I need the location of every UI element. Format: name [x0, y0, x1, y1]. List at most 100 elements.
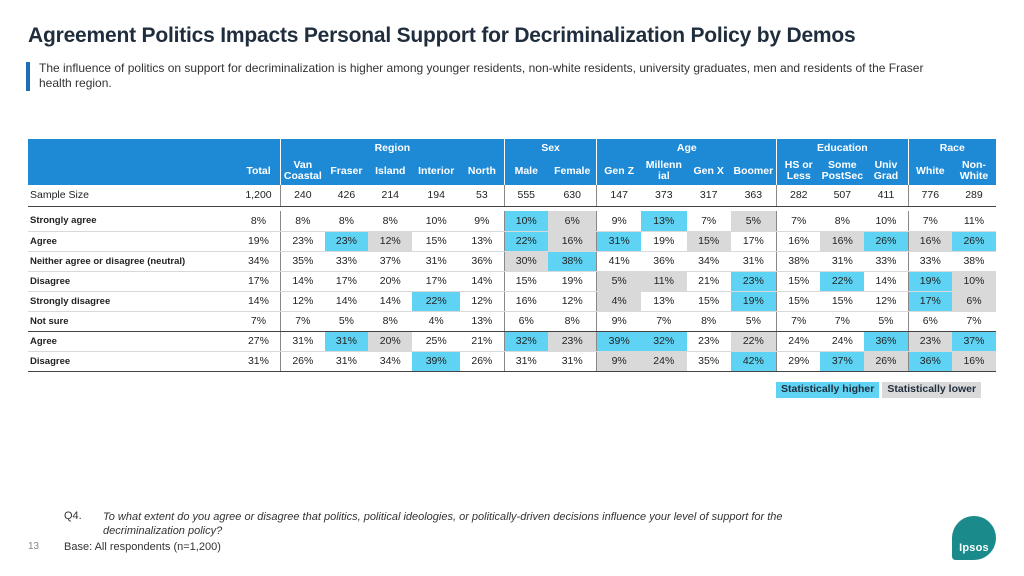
table-cell: 17%: [412, 271, 461, 292]
group-header-row: Region Sex Age Education Race: [28, 139, 996, 157]
table-cell: 32%: [503, 331, 548, 352]
table-cell: 426: [324, 185, 369, 207]
table-cell: 14%: [280, 271, 325, 292]
table-cell: 16%: [820, 231, 865, 252]
table-cell: 15%: [686, 291, 731, 312]
table-cell: 37%: [368, 251, 413, 272]
table-row: Not sure 7% 7% 5% 8% 4% 13% 6% 8% 9% 7% 8% 5% 7% 7% 5% 6…: [28, 311, 996, 332]
subtitle-accent-bar: [26, 62, 30, 91]
table-cell: 240: [280, 185, 325, 207]
table-cell: 19%: [907, 271, 952, 292]
logo-text: Ipsos: [959, 542, 989, 554]
significance-legend: Statistically higher Statistically lower: [776, 382, 982, 398]
table-cell: 17%: [730, 231, 777, 252]
col-van-coastal: Van Coastal: [280, 157, 325, 185]
col-millennial: Millenn ial: [640, 157, 687, 185]
table-row: Agree 19% 23% 23% 12% 15% 13% 22% 16% 31% 19% 15% 17…: [28, 231, 996, 252]
table-cell: 555: [503, 185, 548, 207]
table-cell: 4%: [596, 291, 641, 312]
table-cell: 17%: [907, 291, 952, 312]
table-cell: 7%: [820, 311, 865, 332]
row-label: Strongly disagree: [28, 291, 237, 312]
table-cell: 38%: [951, 251, 996, 272]
table-cell: 1,200: [236, 185, 281, 207]
table-cell: 630: [547, 185, 597, 207]
table-cell: 15%: [820, 291, 865, 312]
row-label: Agree: [28, 331, 237, 352]
table-cell: 26%: [864, 351, 909, 372]
table-cell: 36%: [640, 251, 687, 272]
header-spacer-total: [236, 139, 281, 157]
col-north: North: [460, 157, 505, 185]
table-cell: 9%: [596, 211, 641, 232]
table-cell: 31%: [324, 351, 369, 372]
table-cell: 13%: [640, 211, 687, 232]
row-label: Not sure: [28, 311, 237, 332]
table-cell: 11%: [640, 271, 687, 292]
col-interior: Interior: [412, 157, 461, 185]
table-cell: 147: [596, 185, 641, 207]
sample-size-row: Sample Size 1,200 240 426 214 194 53 555 630 147 3…: [28, 185, 996, 207]
table-cell: 21%: [460, 331, 505, 352]
table-cell: 6%: [547, 211, 597, 232]
table-cell: 10%: [951, 271, 996, 292]
table-cell: 4%: [412, 311, 461, 332]
ipsos-logo: Ipsos: [952, 516, 996, 560]
table-cell: 26%: [864, 231, 909, 252]
table-cell: 15%: [686, 231, 731, 252]
row-label: Disagree: [28, 351, 237, 372]
table-cell: 17%: [324, 271, 369, 292]
col-male: Male: [503, 157, 548, 185]
table-cell: 31%: [412, 251, 461, 272]
table-cell: 16%: [907, 231, 952, 252]
table-cell: 9%: [596, 311, 641, 332]
table-row: Disagree 31% 26% 31% 34% 39% 26% 31% 31% 9% 24% 35%…: [28, 351, 996, 372]
table-cell: 19%: [730, 291, 777, 312]
table-cell: 15%: [776, 271, 821, 292]
col-some-postsec: Some PostSec: [820, 157, 865, 185]
table-cell: 31%: [324, 331, 369, 352]
table-cell: 22%: [820, 271, 865, 292]
table-row: Agree 27% 31% 31% 20% 25% 21% 32% 23% 39% 32% 23% 22…: [28, 331, 996, 352]
table-cell: 16%: [503, 291, 548, 312]
table-cell: 23%: [280, 231, 325, 252]
question-number: Q4.: [64, 510, 82, 522]
table-cell: 13%: [460, 311, 505, 332]
col-total: Total: [236, 157, 281, 185]
group-race: Race: [907, 139, 996, 157]
col-univ-grad: Univ Grad: [864, 157, 909, 185]
table-cell: 13%: [460, 231, 505, 252]
table-cell: 776: [907, 185, 952, 207]
table-cell: 17%: [236, 271, 281, 292]
table-body: Sample Size 1,200 240 426 214 194 53 555 630 147 3…: [28, 185, 996, 372]
table-cell: 31%: [730, 251, 777, 272]
table-cell: 35%: [686, 351, 731, 372]
row-label: Disagree: [28, 271, 237, 292]
table-cell: 12%: [460, 291, 505, 312]
table-cell: 31%: [503, 351, 548, 372]
table-cell: 14%: [324, 291, 369, 312]
page-subtitle: The influence of politics on support for…: [39, 61, 924, 90]
table-cell: 31%: [547, 351, 597, 372]
col-gen-x: Gen X: [686, 157, 731, 185]
table-cell: 15%: [412, 231, 461, 252]
table-cell: 53: [460, 185, 505, 207]
header-label-spacer: [28, 157, 237, 185]
table-cell: 31%: [820, 251, 865, 272]
table-cell: 9%: [460, 211, 505, 232]
col-hs-or-less: HS or Less: [776, 157, 821, 185]
col-island: Island: [368, 157, 413, 185]
table-cell: 363: [730, 185, 777, 207]
table-cell: 8%: [236, 211, 281, 232]
table-cell: 26%: [460, 351, 505, 372]
table-cell: 16%: [776, 231, 821, 252]
table-cell: 37%: [820, 351, 865, 372]
table-cell: 5%: [864, 311, 909, 332]
table-cell: 22%: [412, 291, 461, 312]
table-cell: 16%: [951, 351, 996, 372]
table-cell: 36%: [460, 251, 505, 272]
table-cell: 38%: [776, 251, 821, 272]
table-row: Strongly agree 8% 8% 8% 8% 10% 9% 10% 6% 9% 13% 7% 5…: [28, 211, 996, 232]
table-cell: 26%: [951, 231, 996, 252]
table-cell: 10%: [503, 211, 548, 232]
